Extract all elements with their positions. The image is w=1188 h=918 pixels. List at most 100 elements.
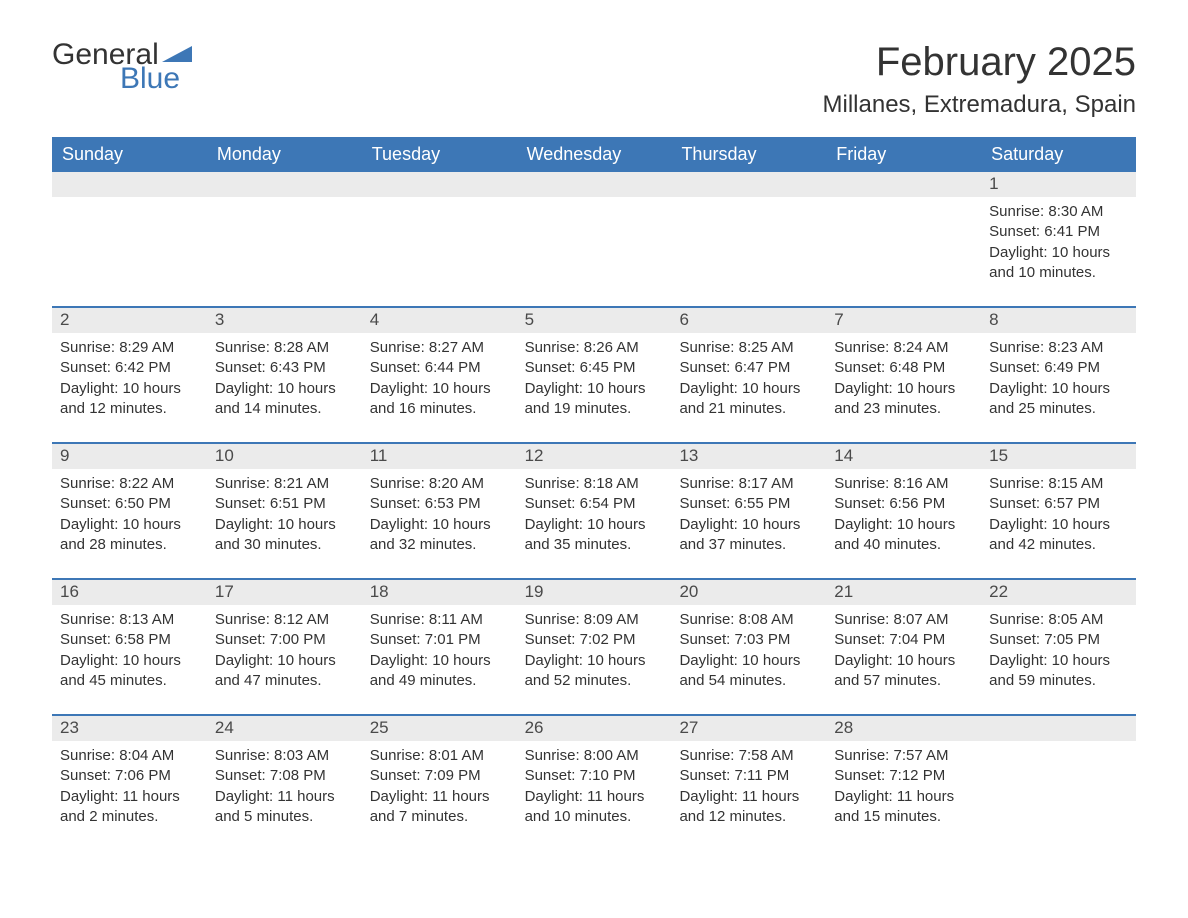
day-details: Sunrise: 8:30 AMSunset: 6:41 PMDaylight:… bbox=[981, 197, 1136, 289]
day-cell bbox=[207, 172, 362, 292]
sunset-text: Sunset: 7:03 PM bbox=[679, 630, 818, 650]
sunrise-text: Sunrise: 8:26 AM bbox=[525, 338, 664, 358]
daylight-text: Daylight: 10 hours and 21 minutes. bbox=[679, 379, 818, 420]
sunset-text: Sunset: 6:53 PM bbox=[370, 494, 509, 514]
day-number: 26 bbox=[517, 716, 672, 741]
weekday-header-row: Sunday Monday Tuesday Wednesday Thursday… bbox=[52, 137, 1136, 172]
sunrise-text: Sunrise: 8:08 AM bbox=[679, 610, 818, 630]
day-details: Sunrise: 7:58 AMSunset: 7:11 PMDaylight:… bbox=[671, 741, 826, 833]
daylight-text: Daylight: 11 hours and 12 minutes. bbox=[679, 787, 818, 828]
logo: General Blue bbox=[52, 40, 192, 94]
weekday-header: Sunday bbox=[52, 137, 207, 172]
sunset-text: Sunset: 6:54 PM bbox=[525, 494, 664, 514]
sunset-text: Sunset: 6:50 PM bbox=[60, 494, 199, 514]
day-cell: 3Sunrise: 8:28 AMSunset: 6:43 PMDaylight… bbox=[207, 308, 362, 428]
sunrise-text: Sunrise: 8:07 AM bbox=[834, 610, 973, 630]
weekday-header: Saturday bbox=[981, 137, 1136, 172]
sunset-text: Sunset: 7:09 PM bbox=[370, 766, 509, 786]
day-number: 21 bbox=[826, 580, 981, 605]
day-number: 4 bbox=[362, 308, 517, 333]
daylight-text: Daylight: 10 hours and 10 minutes. bbox=[989, 243, 1128, 284]
sunset-text: Sunset: 6:43 PM bbox=[215, 358, 354, 378]
month-title: February 2025 bbox=[823, 40, 1136, 85]
week-row: 16Sunrise: 8:13 AMSunset: 6:58 PMDayligh… bbox=[52, 578, 1136, 700]
daylight-text: Daylight: 11 hours and 7 minutes. bbox=[370, 787, 509, 828]
sunrise-text: Sunrise: 8:18 AM bbox=[525, 474, 664, 494]
sunset-text: Sunset: 6:47 PM bbox=[679, 358, 818, 378]
day-cell: 18Sunrise: 8:11 AMSunset: 7:01 PMDayligh… bbox=[362, 580, 517, 700]
daylight-text: Daylight: 10 hours and 12 minutes. bbox=[60, 379, 199, 420]
sunrise-text: Sunrise: 8:12 AM bbox=[215, 610, 354, 630]
sunrise-text: Sunrise: 8:20 AM bbox=[370, 474, 509, 494]
day-number: 11 bbox=[362, 444, 517, 469]
day-number: 24 bbox=[207, 716, 362, 741]
day-number: 22 bbox=[981, 580, 1136, 605]
day-cell bbox=[52, 172, 207, 292]
day-number: 5 bbox=[517, 308, 672, 333]
day-details: Sunrise: 7:57 AMSunset: 7:12 PMDaylight:… bbox=[826, 741, 981, 833]
daylight-text: Daylight: 10 hours and 45 minutes. bbox=[60, 651, 199, 692]
daylight-text: Daylight: 10 hours and 59 minutes. bbox=[989, 651, 1128, 692]
weekday-header: Wednesday bbox=[517, 137, 672, 172]
day-number: 3 bbox=[207, 308, 362, 333]
calendar: Sunday Monday Tuesday Wednesday Thursday… bbox=[52, 137, 1136, 836]
sunset-text: Sunset: 7:00 PM bbox=[215, 630, 354, 650]
day-cell: 16Sunrise: 8:13 AMSunset: 6:58 PMDayligh… bbox=[52, 580, 207, 700]
day-cell: 24Sunrise: 8:03 AMSunset: 7:08 PMDayligh… bbox=[207, 716, 362, 836]
empty-day-bar bbox=[517, 172, 672, 197]
day-cell: 27Sunrise: 7:58 AMSunset: 7:11 PMDayligh… bbox=[671, 716, 826, 836]
daylight-text: Daylight: 10 hours and 28 minutes. bbox=[60, 515, 199, 556]
day-details: Sunrise: 8:04 AMSunset: 7:06 PMDaylight:… bbox=[52, 741, 207, 833]
day-number: 19 bbox=[517, 580, 672, 605]
sunrise-text: Sunrise: 8:16 AM bbox=[834, 474, 973, 494]
day-details: Sunrise: 8:18 AMSunset: 6:54 PMDaylight:… bbox=[517, 469, 672, 561]
day-details: Sunrise: 8:27 AMSunset: 6:44 PMDaylight:… bbox=[362, 333, 517, 425]
day-cell: 2Sunrise: 8:29 AMSunset: 6:42 PMDaylight… bbox=[52, 308, 207, 428]
day-cell: 11Sunrise: 8:20 AMSunset: 6:53 PMDayligh… bbox=[362, 444, 517, 564]
daylight-text: Daylight: 10 hours and 54 minutes. bbox=[679, 651, 818, 692]
day-details: Sunrise: 8:09 AMSunset: 7:02 PMDaylight:… bbox=[517, 605, 672, 697]
day-details: Sunrise: 8:20 AMSunset: 6:53 PMDaylight:… bbox=[362, 469, 517, 561]
day-number: 27 bbox=[671, 716, 826, 741]
day-cell bbox=[671, 172, 826, 292]
day-details: Sunrise: 8:12 AMSunset: 7:00 PMDaylight:… bbox=[207, 605, 362, 697]
day-number: 20 bbox=[671, 580, 826, 605]
day-number: 18 bbox=[362, 580, 517, 605]
day-cell: 21 Sunrise: 8:07 AMSunset: 7:04 PMDayligh… bbox=[826, 580, 981, 700]
day-number: 17 bbox=[207, 580, 362, 605]
day-number: 14 bbox=[826, 444, 981, 469]
sunset-text: Sunset: 7:06 PM bbox=[60, 766, 199, 786]
sunrise-text: Sunrise: 8:25 AM bbox=[679, 338, 818, 358]
sunset-text: Sunset: 7:12 PM bbox=[834, 766, 973, 786]
day-cell bbox=[362, 172, 517, 292]
day-details: Sunrise: 8:13 AMSunset: 6:58 PMDaylight:… bbox=[52, 605, 207, 697]
sunrise-text: Sunrise: 8:21 AM bbox=[215, 474, 354, 494]
day-cell: 4Sunrise: 8:27 AMSunset: 6:44 PMDaylight… bbox=[362, 308, 517, 428]
day-details: Sunrise: 8:21 AMSunset: 6:51 PMDaylight:… bbox=[207, 469, 362, 561]
daylight-text: Daylight: 10 hours and 23 minutes. bbox=[834, 379, 973, 420]
day-number: 25 bbox=[362, 716, 517, 741]
daylight-text: Daylight: 10 hours and 49 minutes. bbox=[370, 651, 509, 692]
empty-day-bar bbox=[671, 172, 826, 197]
sunset-text: Sunset: 7:04 PM bbox=[834, 630, 973, 650]
day-number: 6 bbox=[671, 308, 826, 333]
sunrise-text: Sunrise: 8:09 AM bbox=[525, 610, 664, 630]
day-details: Sunrise: 8:03 AMSunset: 7:08 PMDaylight:… bbox=[207, 741, 362, 833]
daylight-text: Daylight: 10 hours and 42 minutes. bbox=[989, 515, 1128, 556]
day-cell: 19Sunrise: 8:09 AMSunset: 7:02 PMDayligh… bbox=[517, 580, 672, 700]
sunrise-text: Sunrise: 8:30 AM bbox=[989, 202, 1128, 222]
daylight-text: Daylight: 11 hours and 10 minutes. bbox=[525, 787, 664, 828]
daylight-text: Daylight: 10 hours and 25 minutes. bbox=[989, 379, 1128, 420]
day-details: Sunrise: 8:25 AMSunset: 6:47 PMDaylight:… bbox=[671, 333, 826, 425]
day-cell: 12Sunrise: 8:18 AMSunset: 6:54 PMDayligh… bbox=[517, 444, 672, 564]
sunset-text: Sunset: 6:51 PM bbox=[215, 494, 354, 514]
day-details: Sunrise: 8:28 AMSunset: 6:43 PMDaylight:… bbox=[207, 333, 362, 425]
daylight-text: Daylight: 10 hours and 14 minutes. bbox=[215, 379, 354, 420]
daylight-text: Daylight: 10 hours and 57 minutes. bbox=[834, 651, 973, 692]
sunrise-text: Sunrise: 8:03 AM bbox=[215, 746, 354, 766]
sunset-text: Sunset: 7:01 PM bbox=[370, 630, 509, 650]
day-cell bbox=[826, 172, 981, 292]
weeks-container: 1Sunrise: 8:30 AMSunset: 6:41 PMDaylight… bbox=[52, 172, 1136, 836]
day-cell bbox=[517, 172, 672, 292]
day-details: Sunrise: 8:00 AMSunset: 7:10 PMDaylight:… bbox=[517, 741, 672, 833]
